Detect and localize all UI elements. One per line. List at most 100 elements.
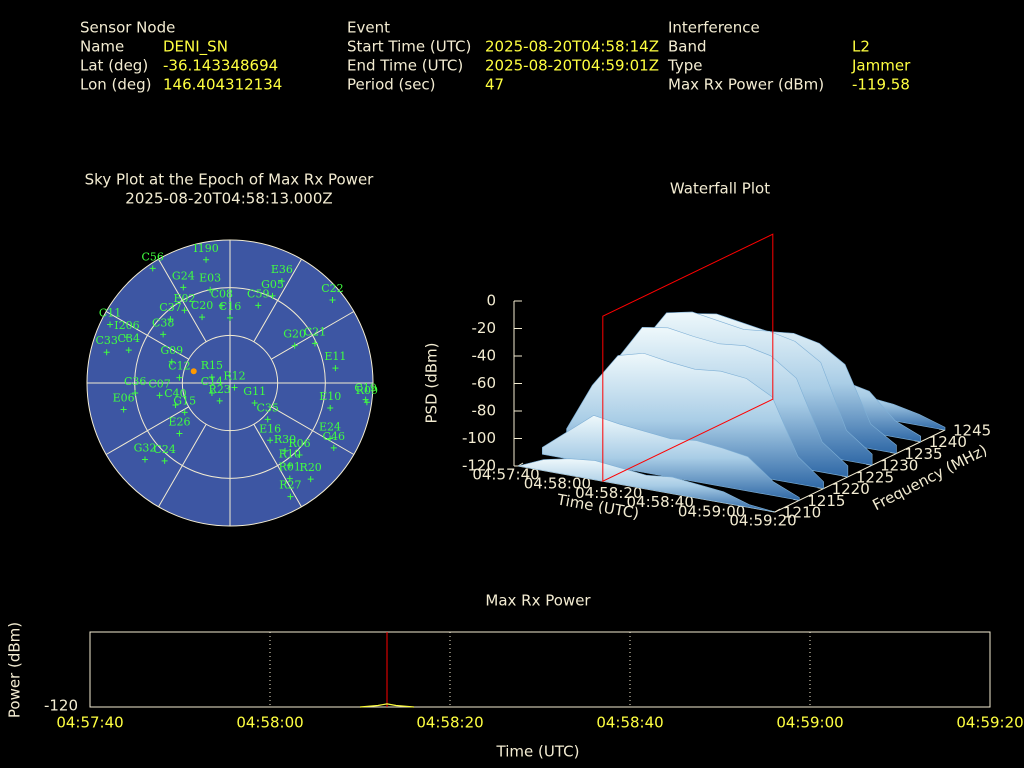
satellite-marker: [181, 409, 188, 416]
satellite-label: E03: [199, 272, 221, 285]
satellite-label: C22: [321, 282, 343, 295]
satellite-marker: [327, 435, 334, 442]
field-label: Max Rx Power (dBm): [668, 76, 824, 94]
z-tick-label: -80: [472, 402, 497, 420]
satellite-marker: [267, 437, 274, 444]
satellite-label: R09: [356, 384, 378, 397]
satellite-marker: [161, 457, 168, 464]
satellite-marker: [103, 349, 110, 356]
satellite-label: E06: [113, 392, 135, 405]
satellite-label: E24: [319, 420, 341, 433]
field-value: 2025-08-20T04:58:14Z: [485, 38, 659, 56]
x-tick-label: 04:58:40: [627, 493, 694, 511]
satellite-marker: [216, 397, 223, 404]
grid-spoke: [271, 311, 355, 360]
section-title: Interference: [668, 19, 760, 37]
z-tick-label: -40: [472, 347, 497, 365]
satellite-marker: [160, 331, 167, 338]
satellite-label: G09: [160, 344, 183, 357]
satellite-label: C34: [118, 332, 140, 345]
satellite-label: G11: [243, 385, 266, 398]
z-tick-label: -120: [462, 457, 496, 475]
y-tick-label: -120: [44, 697, 78, 715]
satellite-marker: [281, 447, 288, 454]
section-title: Event: [347, 19, 390, 37]
satellite-marker: [231, 384, 238, 391]
satellite-label: R27: [279, 479, 301, 492]
satellite-marker: [167, 316, 174, 323]
x-tick-label: 04:59:20: [956, 714, 1023, 732]
satellite-label: E26: [168, 416, 190, 429]
satellite-marker: [208, 390, 215, 397]
satellite-label: R12: [223, 369, 245, 382]
satellite-marker: [363, 399, 370, 406]
satellite-label: C21: [304, 325, 326, 338]
x-tick-label: 04:58:20: [416, 714, 483, 732]
satellite-marker: [362, 396, 369, 403]
y-tick-label: 1220: [832, 480, 870, 498]
y-tick-label: 1210: [783, 504, 821, 522]
x-axis-label: Time (UTC): [496, 743, 580, 761]
satellite-label: G05: [261, 278, 284, 291]
grid-spoke: [253, 258, 302, 342]
satellite-label: G24: [172, 269, 195, 282]
field-value: L2: [852, 38, 870, 56]
satellite-label: I190: [193, 242, 218, 255]
x-tick-label: 04:58:00: [236, 714, 303, 732]
grid-spoke: [105, 406, 189, 455]
field-value: 2025-08-20T04:59:01Z: [485, 57, 659, 75]
field-label: Lon (deg): [80, 76, 152, 94]
field-label: End Time (UTC): [347, 57, 463, 75]
satellite-label: R01: [279, 461, 301, 474]
x-tick: [774, 508, 781, 513]
satellite-marker: [329, 297, 336, 304]
x-tick-label: 04:59:00: [678, 502, 745, 520]
field-value: 146.404312134: [163, 76, 282, 94]
section-title: Sensor Node: [80, 19, 175, 37]
satellite-label: G15: [173, 394, 196, 407]
satellite-label: R20: [300, 461, 322, 474]
x-tick-label: 04:57:40: [56, 714, 123, 732]
satellite-marker: [287, 493, 294, 500]
satellite-label: C59: [247, 287, 269, 300]
satellite-label: G32: [134, 442, 157, 455]
power-line: [359, 703, 415, 708]
satellite-label: C40: [164, 387, 186, 400]
satellite-label: C08: [211, 288, 233, 301]
grid-spoke: [158, 258, 207, 342]
y-tick-label: 1245: [953, 422, 991, 440]
satellite-marker: [291, 342, 298, 349]
x-tick-label: 04:58:20: [575, 484, 642, 502]
field-value: Jammer: [851, 57, 911, 75]
satellite-label: R15: [201, 359, 223, 372]
x-tick-label: 04:57:40: [472, 466, 539, 484]
satellite-label: C46: [323, 430, 345, 443]
satellite-marker: [208, 374, 215, 381]
satellite-marker: [120, 406, 127, 413]
grid-spoke: [271, 406, 355, 455]
spectrum-slice: [566, 352, 824, 489]
chart-title: Sky Plot at the Epoch of Max Rx Power: [85, 171, 375, 189]
satellite-label: E36: [271, 263, 293, 276]
y-axis: [774, 429, 946, 513]
satellite-label: C19: [354, 382, 376, 395]
satellite-label: C35: [257, 401, 279, 414]
field-label: Start Time (UTC): [347, 38, 471, 56]
satellite-marker: [286, 462, 293, 469]
satellite-label: C38: [152, 316, 174, 329]
satellite-marker: [286, 475, 293, 482]
satellite-marker: [264, 416, 271, 423]
satellite-marker: [307, 476, 314, 483]
field-label: Type: [667, 57, 702, 75]
satellite-marker: [269, 292, 276, 299]
x-tick-label: 04:59:00: [776, 714, 843, 732]
satellite-label: E16: [259, 422, 281, 435]
field-label: Period (sec): [347, 76, 436, 94]
field-value: -36.143348694: [163, 57, 278, 75]
satellite-label: C14: [201, 375, 223, 388]
chart-title: Waterfall Plot: [670, 180, 770, 198]
z-tick-label: -20: [472, 319, 497, 337]
satellite-marker: [181, 307, 188, 314]
satellite-marker: [296, 452, 303, 459]
field-value: DENI_SN: [163, 38, 228, 57]
